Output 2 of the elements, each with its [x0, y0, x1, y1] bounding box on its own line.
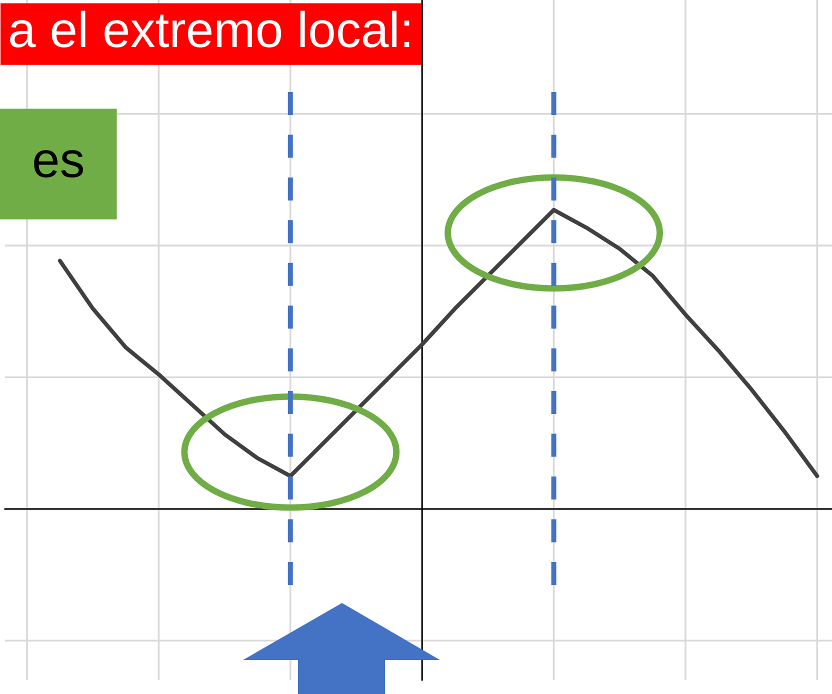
text: es [34, 150, 84, 178]
text: a el extremo local: [10, 10, 410, 48]
